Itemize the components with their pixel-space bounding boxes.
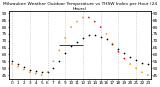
- Point: [123, 52, 126, 54]
- Point: [52, 61, 55, 62]
- Point: [46, 72, 49, 73]
- Point: [70, 46, 72, 47]
- Point: [123, 58, 126, 59]
- Point: [11, 63, 13, 65]
- Point: [105, 33, 108, 35]
- Point: [64, 52, 67, 54]
- Point: [46, 72, 49, 73]
- Point: [82, 17, 84, 18]
- Point: [88, 35, 90, 36]
- Point: [28, 72, 31, 73]
- Point: [117, 51, 120, 52]
- Point: [40, 72, 43, 73]
- Point: [135, 67, 137, 69]
- Point: [28, 69, 31, 70]
- Point: [40, 74, 43, 76]
- Point: [34, 73, 37, 74]
- Point: [23, 66, 25, 68]
- Title: Milwaukee Weather Outdoor Temperature vs THSW Index per Hour (24 Hours): Milwaukee Weather Outdoor Temperature vs…: [3, 2, 157, 11]
- Point: [129, 63, 132, 65]
- Point: [111, 43, 114, 44]
- Point: [135, 59, 137, 61]
- Point: [34, 70, 37, 72]
- Point: [93, 35, 96, 36]
- Point: [17, 66, 19, 68]
- Point: [111, 43, 114, 44]
- Point: [141, 72, 143, 73]
- Point: [93, 21, 96, 22]
- Point: [52, 67, 55, 69]
- Point: [141, 62, 143, 63]
- Point: [58, 50, 61, 51]
- Point: [147, 63, 149, 65]
- Point: [105, 39, 108, 40]
- Point: [82, 37, 84, 39]
- Point: [99, 26, 102, 28]
- Point: [147, 74, 149, 76]
- Point: [17, 63, 19, 65]
- Point: [64, 37, 67, 39]
- Point: [58, 61, 61, 62]
- Point: [129, 57, 132, 58]
- Point: [99, 36, 102, 37]
- Point: [11, 61, 13, 62]
- Point: [88, 17, 90, 18]
- Point: [76, 41, 78, 43]
- Point: [70, 26, 72, 28]
- Point: [76, 21, 78, 22]
- Point: [117, 48, 120, 50]
- Point: [23, 69, 25, 70]
